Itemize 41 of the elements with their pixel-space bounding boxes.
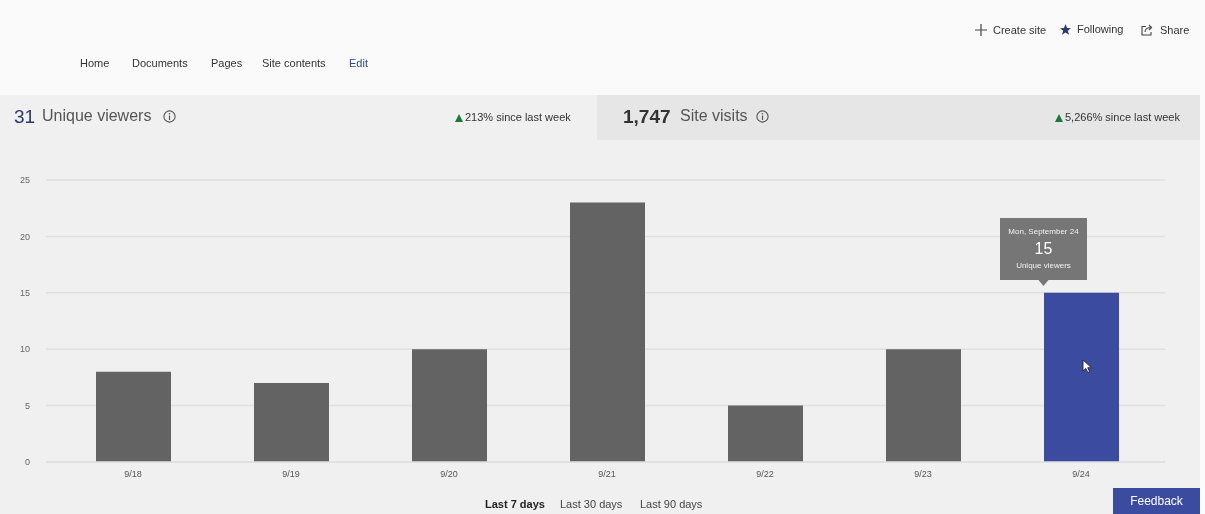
- y-tick-label: 0: [24, 457, 30, 468]
- annotation: Mon, September 24: [1008, 226, 1079, 236]
- text: Last 30 days: [560, 498, 623, 510]
- feedback-button: Feedback: [1113, 488, 1200, 514]
- text: Create site: [993, 23, 1047, 36]
- bar: [1044, 292, 1119, 462]
- x-tick-label: 9/24: [1072, 469, 1090, 480]
- bar: [96, 371, 171, 462]
- bar: [570, 202, 645, 462]
- text: Home: [80, 57, 110, 69]
- bar: [728, 405, 803, 462]
- x-tick-label: 9/23: [914, 469, 932, 480]
- text: 31: [14, 106, 36, 127]
- text: Following: [1077, 23, 1124, 35]
- bar: [412, 349, 487, 462]
- text: Pages: [211, 57, 243, 69]
- text: Last 7 days: [485, 498, 545, 510]
- text: 213% since last week: [465, 111, 571, 123]
- y-tick-label: 25: [19, 175, 30, 186]
- text: Share: [1160, 23, 1190, 36]
- x-tick-label: 9/20: [440, 469, 458, 480]
- text: Documents: [132, 57, 188, 69]
- text: 5,266% since last week: [1065, 111, 1180, 123]
- y-tick-label: 20: [19, 231, 30, 242]
- annotation: Unique viewers: [1016, 260, 1071, 270]
- x-tick-label: 9/18: [124, 469, 142, 480]
- y-tick-label: 15: [19, 287, 30, 298]
- x-tick-label: 9/19: [282, 469, 300, 480]
- text: Site visits: [680, 107, 748, 124]
- y-tick-label: 5: [24, 400, 30, 411]
- text: 1,747: [623, 106, 671, 127]
- text: Last 90 days: [640, 498, 703, 510]
- x-tick-label: 9/21: [598, 469, 616, 480]
- y-tick-label: 10: [19, 344, 30, 355]
- bar: [254, 383, 329, 462]
- text: Site contents: [262, 57, 326, 69]
- chart-title: Unique viewers: [42, 107, 152, 124]
- data-label: 15: [1034, 239, 1053, 257]
- text: Edit: [349, 57, 368, 69]
- x-tick-label: 9/22: [756, 469, 774, 480]
- bar: [886, 349, 961, 462]
